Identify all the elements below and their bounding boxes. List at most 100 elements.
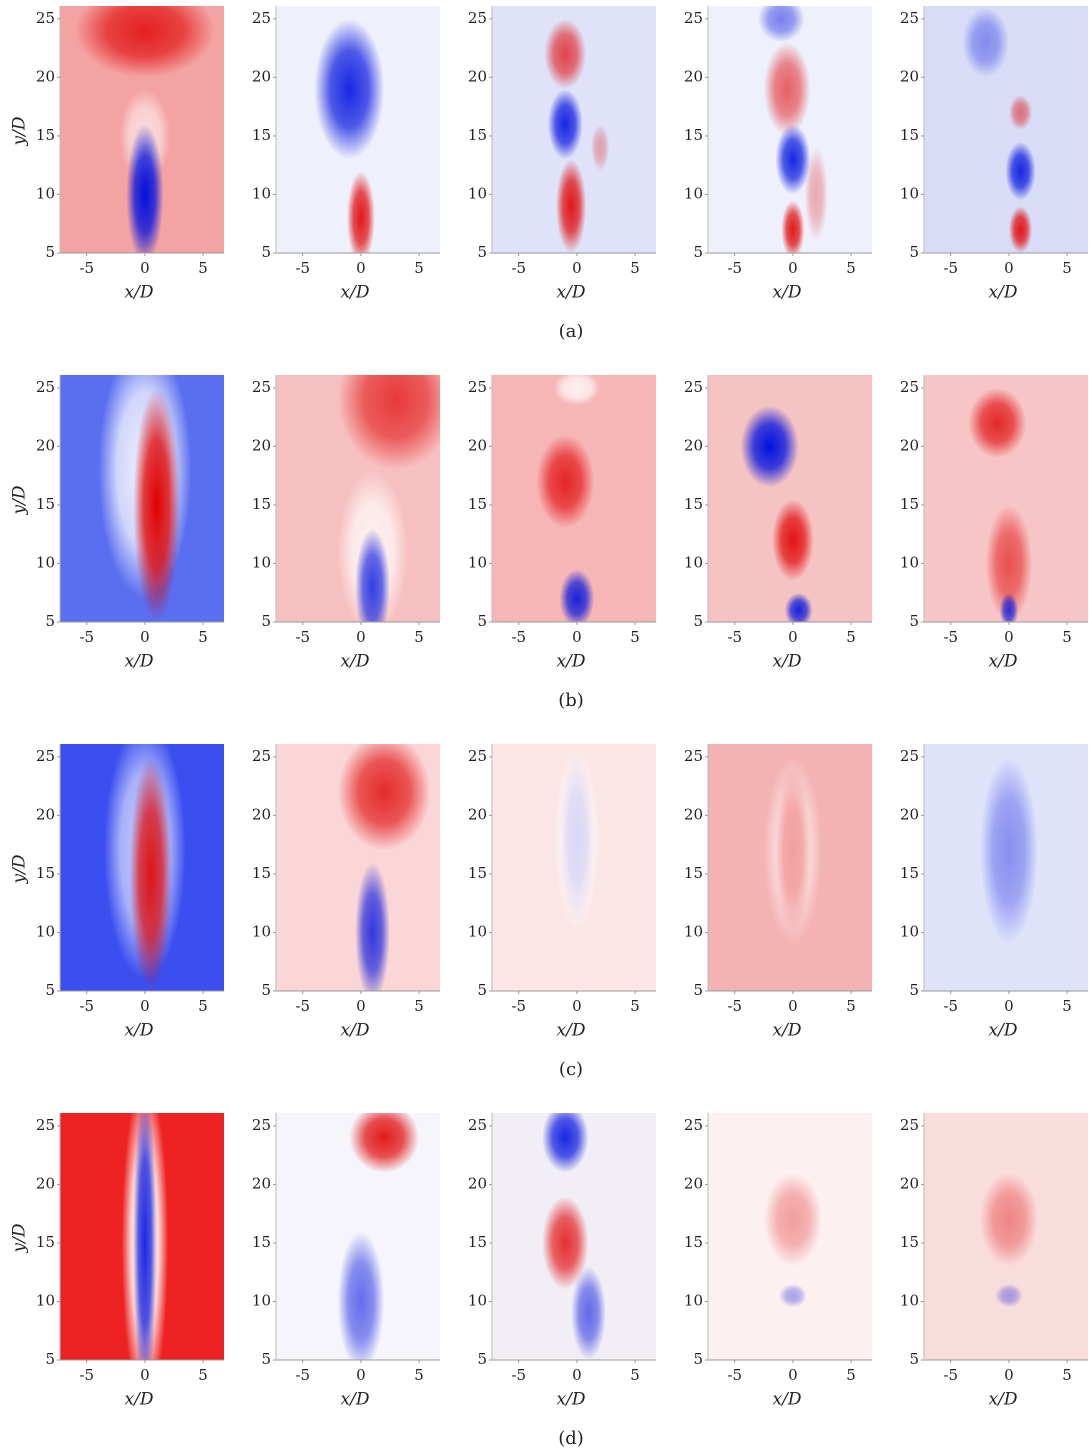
x-tick-label: -5	[943, 628, 958, 646]
field-structure	[547, 89, 583, 160]
y-tick-label: 10	[36, 1291, 55, 1309]
subfigure-label: (d)	[558, 1428, 584, 1449]
y-axis-label: y/D	[10, 485, 30, 515]
heatmap	[708, 6, 872, 253]
x-tick-label: -5	[511, 628, 526, 646]
y-tick-label: 5	[909, 612, 919, 630]
y-tick-label: 5	[477, 981, 487, 999]
x-tick-label: 0	[140, 259, 150, 277]
x-tick-label: -5	[727, 628, 742, 646]
x-tick-label: -5	[295, 997, 310, 1015]
y-tick-label: 20	[252, 805, 271, 823]
y-tick-label: 10	[684, 184, 703, 202]
y-tick-label: 5	[909, 981, 919, 999]
heatmap	[276, 1113, 440, 1360]
y-tick-label: 5	[261, 981, 271, 999]
y-tick-label: 25	[252, 378, 271, 396]
x-tick-label: -5	[79, 1366, 94, 1384]
y-tick-label: 25	[468, 747, 487, 765]
panel: -5 0 5 5 10 15 20 25 x/D	[684, 744, 872, 1041]
y-tick-label: 25	[684, 9, 703, 27]
y-tick-label: 20	[684, 436, 703, 454]
y-tick-label: 10	[684, 553, 703, 571]
x-tick-label: 0	[788, 259, 798, 277]
heatmap	[492, 375, 656, 622]
field-structure	[962, 7, 1009, 78]
y-tick-label: 20	[468, 67, 487, 85]
y-tick-label: 20	[252, 67, 271, 85]
panel: -5 0 5 5 10 15 20 25 x/D	[900, 6, 1088, 303]
y-tick-label: 25	[468, 378, 487, 396]
field-structure	[758, 6, 805, 43]
x-axis-label: x/D	[341, 1390, 370, 1410]
y-tick-label: 25	[468, 9, 487, 27]
x-axis-label: x/D	[125, 283, 154, 303]
x-tick-label: 0	[140, 1366, 150, 1384]
y-tick-label: 5	[261, 612, 271, 630]
y-tick-label: 20	[684, 805, 703, 823]
x-tick-label: 5	[198, 1366, 208, 1384]
x-tick-label: -5	[79, 259, 94, 277]
y-tick-label: 10	[252, 1291, 271, 1309]
y-tick-label: 25	[684, 378, 703, 396]
y-tick-label: 15	[36, 126, 55, 144]
x-axis-label: x/D	[773, 283, 802, 303]
heatmap	[924, 744, 1088, 991]
x-tick-label: 5	[414, 1366, 424, 1384]
x-tick-label: 0	[572, 1366, 582, 1384]
x-axis-label: x/D	[557, 1021, 586, 1041]
heatmap	[708, 375, 872, 622]
y-tick-label: 15	[36, 495, 55, 513]
heatmap	[924, 6, 1088, 253]
y-tick-label: 15	[468, 864, 487, 882]
y-tick-label: 25	[900, 747, 919, 765]
x-axis-label: x/D	[125, 1021, 154, 1041]
x-tick-label: -5	[295, 1366, 310, 1384]
field-structure	[129, 756, 172, 991]
panel: -5 0 5 5 10 15 20 25 x/D	[252, 375, 440, 672]
x-tick-label: 5	[630, 1366, 640, 1384]
y-tick-label: 15	[468, 495, 487, 513]
subfigure-label: (c)	[559, 1059, 583, 1080]
x-tick-label: 0	[1004, 259, 1014, 277]
y-tick-label: 5	[693, 1350, 703, 1368]
panel: -5 0 5 5 10 15 20 25 x/D	[684, 1113, 872, 1410]
panel: -5 0 5 5 10 15 20 25 x/D y/D	[10, 744, 224, 1041]
y-tick-label: 15	[252, 864, 271, 882]
x-tick-label: 0	[1004, 1366, 1014, 1384]
y-tick-label: 20	[684, 67, 703, 85]
y-tick-label: 10	[468, 1291, 487, 1309]
y-tick-label: 10	[36, 184, 55, 202]
y-tick-label: 25	[36, 1116, 55, 1134]
panel: -5 0 5 5 10 15 20 25 x/D	[468, 744, 656, 1041]
panel: -5 0 5 5 10 15 20 25 x/D	[684, 375, 872, 672]
y-tick-label: 25	[252, 9, 271, 27]
subfigure-label: (a)	[559, 321, 584, 342]
field-structure	[775, 768, 811, 933]
field-structure	[314, 18, 385, 160]
field-structure	[763, 1172, 822, 1267]
x-axis-label: x/D	[125, 1390, 154, 1410]
field-structure	[559, 569, 595, 622]
field-structure	[337, 1231, 385, 1360]
x-axis-label: x/D	[341, 652, 370, 672]
x-tick-label: -5	[943, 259, 958, 277]
x-tick-label: 0	[572, 259, 582, 277]
x-axis-label: x/D	[773, 1021, 802, 1041]
heatmap	[708, 1113, 872, 1360]
heatmap	[492, 6, 656, 253]
y-tick-label: 10	[36, 553, 55, 571]
x-tick-label: -5	[511, 259, 526, 277]
y-tick-label: 20	[468, 805, 487, 823]
field-structure	[133, 387, 180, 622]
panel: -5 0 5 5 10 15 20 25 x/D y/D	[10, 1113, 224, 1410]
x-tick-label: -5	[943, 997, 958, 1015]
x-tick-label: 5	[846, 259, 856, 277]
y-tick-label: 15	[252, 1233, 271, 1251]
x-tick-label: 5	[630, 628, 640, 646]
x-tick-label: 0	[788, 997, 798, 1015]
field-structure	[985, 504, 1033, 622]
y-tick-label: 15	[36, 1233, 55, 1251]
x-tick-label: 0	[1004, 628, 1014, 646]
